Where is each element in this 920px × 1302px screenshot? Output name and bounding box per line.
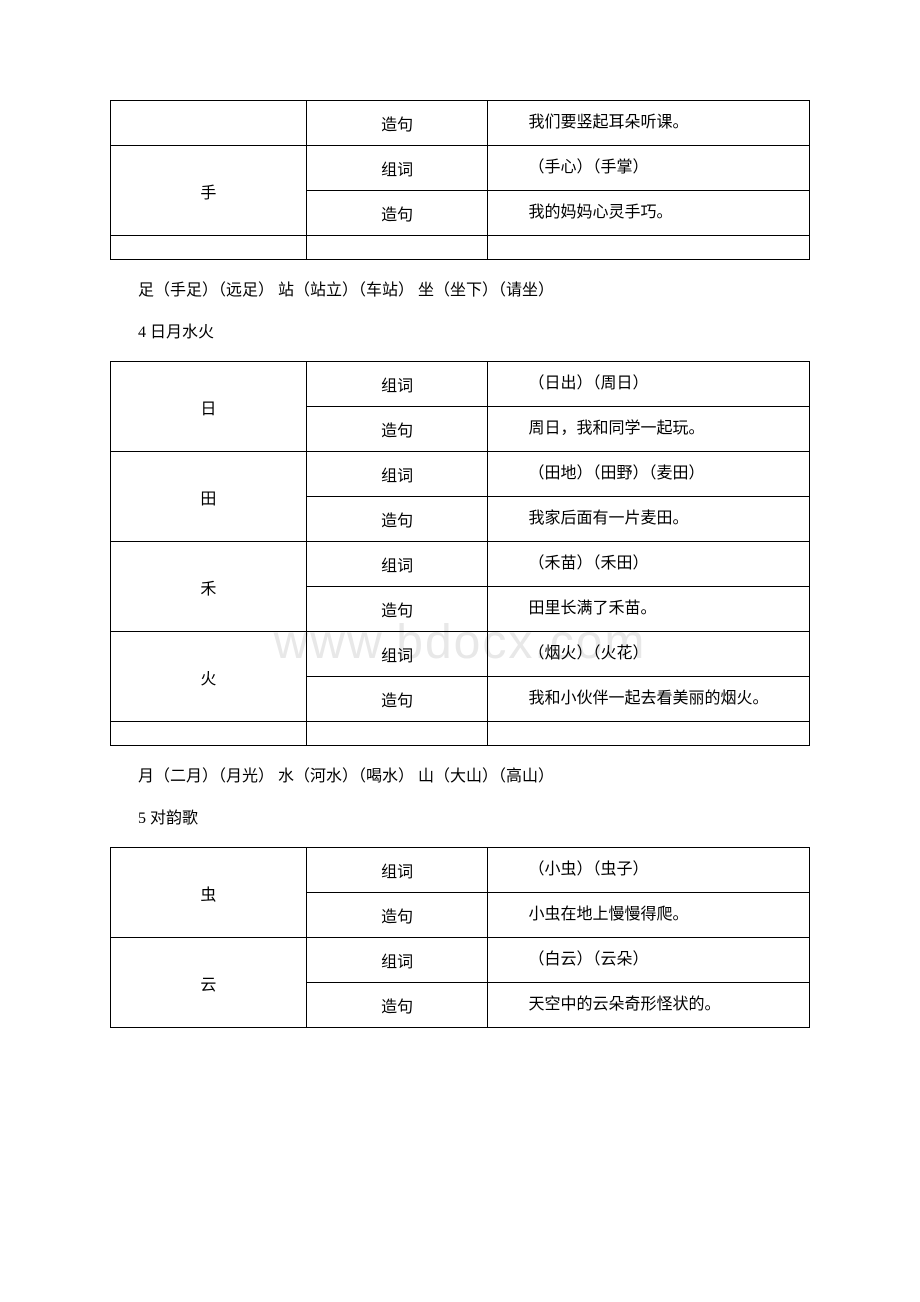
content-cell: 天空中的云朵奇形怪状的。 xyxy=(488,983,810,1028)
table-empty-row xyxy=(111,722,810,746)
content-cell: 我的妈妈心灵手巧。 xyxy=(488,191,810,236)
type-cell: 造句 xyxy=(306,983,488,1028)
char-cell: 虫 xyxy=(111,848,307,938)
type-cell: 组词 xyxy=(306,452,488,497)
type-cell: 组词 xyxy=(306,542,488,587)
table-row: 火 组词 （烟火）（火花） xyxy=(111,632,810,677)
char-cell: 田 xyxy=(111,452,307,542)
char-cell: 手 xyxy=(111,146,307,236)
content-cell: 我家后面有一片麦田。 xyxy=(488,497,810,542)
table-row: 虫 组词 （小虫）（虫子） xyxy=(111,848,810,893)
char-cell: 火 xyxy=(111,632,307,722)
type-cell: 造句 xyxy=(306,893,488,938)
table-empty-row xyxy=(111,236,810,260)
content-cell: （烟火）（火花） xyxy=(488,632,810,677)
char-cell: 云 xyxy=(111,938,307,1028)
extra-words-1: 足（手足）（远足） 站（站立）（车站） 坐（坐下）（请坐） xyxy=(138,278,810,304)
char-cell: 日 xyxy=(111,362,307,452)
section-heading-2: 5 对韵歌 xyxy=(138,806,810,832)
content-cell: （日出）（周日） xyxy=(488,362,810,407)
content-cell: （禾苗）（禾田） xyxy=(488,542,810,587)
content-cell: 小虫在地上慢慢得爬。 xyxy=(488,893,810,938)
table-row: 禾 组词 （禾苗）（禾田） xyxy=(111,542,810,587)
char-cell: 禾 xyxy=(111,542,307,632)
section-heading-1: 4 日月水火 xyxy=(138,320,810,346)
content-cell: （小虫）（虫子） xyxy=(488,848,810,893)
content-cell: 周日，我和同学一起玩。 xyxy=(488,407,810,452)
type-cell: 组词 xyxy=(306,632,488,677)
content-cell: （田地）（田野）（麦田） xyxy=(488,452,810,497)
empty-cell xyxy=(111,722,307,746)
empty-cell xyxy=(488,722,810,746)
empty-cell xyxy=(111,236,307,260)
type-cell: 造句 xyxy=(306,101,488,146)
vocab-table-1: 造句 我们要竖起耳朵听课。 手 组词 （手心）（手掌） 造句 我的妈妈心灵手巧。 xyxy=(110,100,810,260)
empty-cell xyxy=(306,722,488,746)
char-cell-empty xyxy=(111,101,307,146)
table-row: 云 组词 （白云）（云朵） xyxy=(111,938,810,983)
content-cell: 田里长满了禾苗。 xyxy=(488,587,810,632)
type-cell: 组词 xyxy=(306,938,488,983)
table-row: 手 组词 （手心）（手掌） xyxy=(111,146,810,191)
type-cell: 组词 xyxy=(306,848,488,893)
table-row: 造句 我们要竖起耳朵听课。 xyxy=(111,101,810,146)
vocab-table-3: 虫 组词 （小虫）（虫子） 造句 小虫在地上慢慢得爬。 云 组词 （白云）（云朵… xyxy=(110,847,810,1028)
content-cell: （白云）（云朵） xyxy=(488,938,810,983)
content-cell: （手心）（手掌） xyxy=(488,146,810,191)
type-cell: 组词 xyxy=(306,362,488,407)
content-cell: 我和小伙伴一起去看美丽的烟火。 xyxy=(488,677,810,722)
type-cell: 造句 xyxy=(306,407,488,452)
content-cell: 我们要竖起耳朵听课。 xyxy=(488,101,810,146)
type-cell: 造句 xyxy=(306,677,488,722)
type-cell: 造句 xyxy=(306,497,488,542)
type-cell: 组词 xyxy=(306,146,488,191)
empty-cell xyxy=(488,236,810,260)
table-row: 田 组词 （田地）（田野）（麦田） xyxy=(111,452,810,497)
extra-words-2: 月（二月）（月光） 水（河水）（喝水） 山（大山）（高山） xyxy=(138,764,810,790)
table-row: 日 组词 （日出）（周日） xyxy=(111,362,810,407)
empty-cell xyxy=(306,236,488,260)
type-cell: 造句 xyxy=(306,191,488,236)
vocab-table-2: 日 组词 （日出）（周日） 造句 周日，我和同学一起玩。 田 组词 （田地）（田… xyxy=(110,361,810,746)
type-cell: 造句 xyxy=(306,587,488,632)
